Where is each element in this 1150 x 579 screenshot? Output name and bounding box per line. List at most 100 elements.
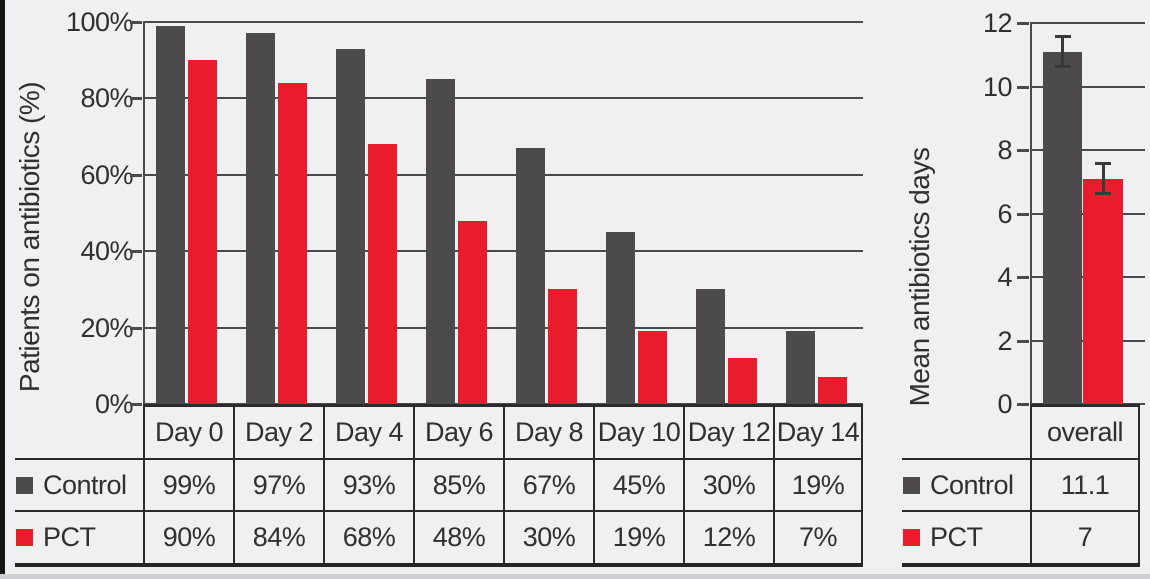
table-value-cell: 11.1 <box>1030 458 1140 510</box>
table-value-cell: 12% <box>683 510 773 563</box>
table-value-cell: 19% <box>773 458 863 510</box>
table-value-cell: 48% <box>413 510 503 563</box>
axis-tick <box>130 403 142 406</box>
error-bar-stem <box>1101 162 1105 195</box>
bar-control-day-6 <box>426 79 455 404</box>
y-tick-label: 10 <box>982 71 1013 102</box>
error-bar-cap-top <box>1095 161 1111 165</box>
table-header-cell: Day 6 <box>413 404 503 458</box>
legend-swatch-control-icon <box>903 476 920 494</box>
table-header-cell: Day 10 <box>593 404 683 458</box>
table-header-cell: overall <box>1030 404 1140 458</box>
bottom-frame-border <box>0 574 1150 579</box>
table-value-cell: 93% <box>323 458 413 510</box>
axis-tick <box>1017 339 1029 343</box>
table-value-cell: 90% <box>143 510 233 563</box>
axis-tick <box>1017 403 1029 406</box>
bar-control-day-10 <box>606 232 635 404</box>
table-value-cell: 30% <box>503 510 593 563</box>
bar-pct-day-2 <box>278 83 307 404</box>
table-header-cell: Day 12 <box>683 404 773 458</box>
bar-control-day-4 <box>336 48 365 404</box>
legend-label: Control <box>43 469 127 500</box>
error-bar-stem <box>1061 35 1064 68</box>
grid-line <box>1030 85 1145 88</box>
bar-pct-day-10 <box>638 331 667 404</box>
grid-line <box>1030 22 1145 24</box>
y-tick-label: 60% <box>80 159 133 190</box>
table-value-cell: 7 <box>1030 510 1140 563</box>
grid-line <box>143 173 863 176</box>
left-frame-border <box>0 0 5 579</box>
grid-line <box>143 21 863 23</box>
axis-tick <box>130 97 142 101</box>
table-header-cell: Day 4 <box>323 404 413 458</box>
error-bar-cap-bottom <box>1095 192 1111 196</box>
axis-tick <box>1017 212 1029 216</box>
bar-control-day-12 <box>696 289 725 404</box>
y-tick-label: 6 <box>997 198 1012 229</box>
bar-pct-day-6 <box>458 220 487 404</box>
axis-tick <box>130 21 142 24</box>
axis-tick <box>130 173 142 177</box>
table-value-cell: 84% <box>233 510 323 563</box>
left-chart-plot-area <box>130 21 863 406</box>
table-corner <box>902 404 1030 458</box>
y-tick-label: 12 <box>982 8 1013 38</box>
y-tick-label: 80% <box>80 83 133 114</box>
y-axis-line <box>143 22 145 404</box>
left-data-table: Day 0 Day 2 Day 4 Day 6 Day 8 Day 10 Day 12 Day… <box>15 404 863 567</box>
bar-control-day-2 <box>246 33 275 404</box>
legend-cell-pct: PCT <box>902 510 1030 563</box>
legend-label: Control <box>930 469 1014 500</box>
y-tick-label: 0 <box>997 389 1012 419</box>
bar-pct-overall <box>1083 178 1123 404</box>
right-chart-plot-area <box>1017 22 1145 406</box>
axis-tick <box>1017 85 1029 89</box>
bar-pct-day-8 <box>548 289 577 404</box>
table-value-cell: 7% <box>773 510 863 563</box>
table-value-cell: 30% <box>683 458 773 510</box>
axis-tick <box>130 326 142 330</box>
legend-swatch-control-icon <box>16 476 33 494</box>
grid-line <box>1030 149 1145 151</box>
grid-line <box>143 250 863 253</box>
grid-line <box>143 326 863 329</box>
table-value-cell: 85% <box>413 458 503 510</box>
legend-cell-control: Control <box>15 458 143 510</box>
error-bar-cap-bottom <box>1054 65 1071 69</box>
bar-control-day-14 <box>786 331 815 404</box>
axis-tick <box>130 250 142 254</box>
axis-tick <box>1017 22 1029 25</box>
y-tick-label: 0% <box>94 389 134 419</box>
legend-label: PCT <box>930 522 983 552</box>
y-tick-label: 2 <box>997 325 1012 356</box>
table-value-cell: 45% <box>593 458 683 510</box>
table-value-cell: 68% <box>323 510 413 563</box>
right-data-table: overall Control 11.1 PCT 7 <box>902 404 1140 567</box>
legend-cell-control: Control <box>902 458 1030 510</box>
bar-control-overall <box>1043 51 1082 404</box>
table-header-cell: Day 0 <box>143 404 233 458</box>
legend-swatch-pct-icon <box>903 529 920 546</box>
y-tick-label: 8 <box>997 135 1012 165</box>
table-corner <box>15 404 143 458</box>
table-header-cell: Day 2 <box>233 404 323 458</box>
bar-pct-day-4 <box>368 144 397 404</box>
legend-swatch-pct-icon <box>16 529 33 546</box>
table-value-cell: 67% <box>503 458 593 510</box>
bar-pct-day-12 <box>728 358 757 404</box>
table-header-cell: Day 8 <box>503 404 593 458</box>
bar-control-day-8 <box>516 148 545 404</box>
axis-tick <box>1017 276 1029 279</box>
y-axis-line <box>1030 23 1032 404</box>
legend-cell-pct: PCT <box>15 510 143 563</box>
table-value-cell: 19% <box>593 510 683 563</box>
table-value-cell: 99% <box>143 458 233 510</box>
axis-tick <box>1017 149 1029 152</box>
table-header-cell: Day 14 <box>773 404 863 458</box>
y-tick-label: 40% <box>80 236 133 267</box>
grid-line <box>143 97 863 100</box>
right-y-tick-labels: 12 10 8 6 4 2 0 <box>897 9 1013 418</box>
